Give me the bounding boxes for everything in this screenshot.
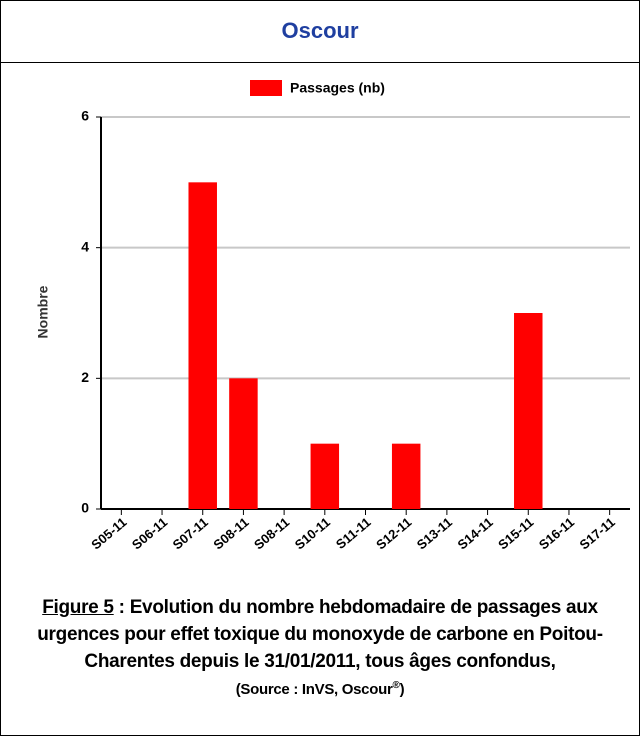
caption-text: : Evolution du nombre hebdomadaire de pa…	[37, 597, 603, 672]
legend-label: Passages (nb)	[290, 80, 385, 96]
source-text: (Source : InVS, Oscour	[235, 681, 393, 698]
bar	[391, 443, 421, 509]
y-tick-label: 6	[81, 108, 89, 124]
bar	[229, 378, 258, 509]
legend-swatch	[250, 80, 282, 96]
bar	[514, 313, 543, 509]
header: Oscour	[281, 18, 358, 43]
bar	[310, 443, 340, 509]
y-axis-label: Nombre	[35, 285, 51, 338]
source-end: )	[399, 681, 405, 698]
y-tick-label: 2	[81, 369, 89, 385]
y-tick-label: 4	[81, 238, 89, 254]
source-mark: ®	[392, 680, 400, 691]
source: (Source : InVS, Oscour®)	[235, 680, 405, 698]
bar	[188, 182, 217, 510]
figure-label: Figure 5	[42, 597, 114, 618]
caption: Figure 5 : Evolution du nombre hebdomada…	[20, 594, 620, 702]
y-tick-label: 0	[81, 500, 89, 516]
